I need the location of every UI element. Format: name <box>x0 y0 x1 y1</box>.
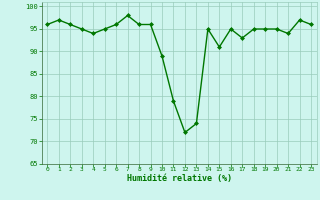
X-axis label: Humidité relative (%): Humidité relative (%) <box>127 174 232 183</box>
